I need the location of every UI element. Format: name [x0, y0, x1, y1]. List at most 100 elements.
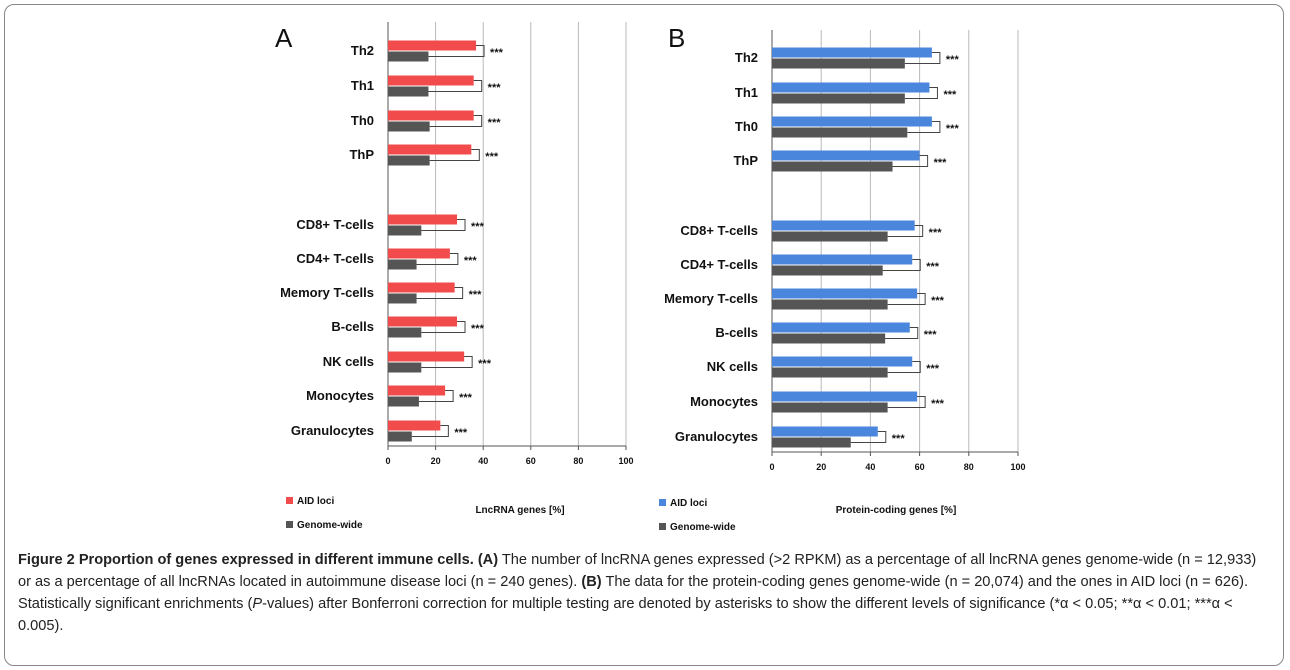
- panel-a-bar-genome-wide: [388, 121, 430, 132]
- caption-b-label: (B): [581, 574, 602, 590]
- panel-a-significance-bracket: [429, 115, 483, 127]
- panel-b-category-label: NK cells: [707, 359, 758, 374]
- panel-b-legend-label-genome-wide: Genome-wide: [670, 522, 736, 533]
- panel-b-significance-label: ***: [929, 227, 943, 239]
- panel-b-category-label: CD4+ T-cells: [680, 257, 758, 272]
- panel-b-x-tick-label: 60: [915, 462, 925, 472]
- panel-b-significance-label: ***: [892, 433, 906, 445]
- panel-a-bar-genome-wide: [388, 86, 429, 97]
- panel-b-x-tick-label: 0: [769, 462, 774, 472]
- panel-b-legend-label-aid-loci: AID loci: [670, 498, 707, 509]
- panel-b-significance-label: ***: [926, 363, 940, 375]
- panel-a-significance-bracket: [429, 149, 480, 161]
- panel-b-x-tick-label: 100: [1010, 462, 1025, 472]
- caption-a-label: (A): [477, 552, 499, 568]
- panel-a-bar-genome-wide: [388, 327, 422, 338]
- panel-a-bar-aid-loci: [388, 316, 458, 327]
- panel-a-category-label: Th0: [351, 113, 374, 128]
- panel-a-bar-genome-wide: [388, 155, 430, 166]
- panel-a-bar-genome-wide: [388, 225, 422, 236]
- caption-b-text-2: -values) after Bonferroni correction for…: [18, 596, 1233, 634]
- panel-a-x-axis-label: LncRNA genes [%]: [475, 505, 564, 516]
- panel-b-significance-label: ***: [946, 54, 960, 66]
- panel-b-significance-bracket: [892, 155, 929, 167]
- panel-a-category-label: ThP: [349, 147, 374, 162]
- panel-b-category-label: ThP: [733, 153, 758, 168]
- panel-a-significance-label: ***: [488, 117, 502, 129]
- panel-a-significance-bracket: [421, 321, 466, 333]
- panel-b-bar-genome-wide: [772, 299, 888, 310]
- panel-b-bar-genome-wide: [772, 58, 905, 69]
- panel-a-bar-aid-loci: [388, 248, 450, 259]
- panel-a-category-label: B-cells: [331, 319, 374, 334]
- panel-a-bar-aid-loci: [388, 385, 446, 396]
- panel-b-significance-bracket: [904, 52, 941, 64]
- panel-a-category-label: Memory T-cells: [280, 285, 374, 300]
- panel-b-bar-genome-wide: [772, 367, 888, 378]
- panel-a-category-label: NK cells: [323, 354, 374, 369]
- panel-b-category-label: Granulocytes: [675, 429, 758, 444]
- panel-a-bar-genome-wide: [388, 293, 417, 304]
- panel-a-category-label: CD8+ T-cells: [296, 217, 374, 232]
- panel-b-category-label: Monocytes: [690, 394, 758, 409]
- panel-b-bar-aid-loci: [772, 356, 913, 367]
- panel-b-significance-label: ***: [943, 89, 957, 101]
- panel-b-significance-label: ***: [931, 295, 945, 307]
- panel-a-legend-label-genome-wide: Genome-wide: [297, 520, 363, 531]
- panel-a-bar-aid-loci: [388, 214, 458, 225]
- panel-a-legend-swatch-genome-wide: [286, 521, 293, 528]
- panel-a-bar-aid-loci: [388, 420, 441, 431]
- panel-b-bar-aid-loci: [772, 82, 930, 93]
- panel-a-legend-swatch-aid-loci: [286, 497, 293, 504]
- panel-b-significance-label: ***: [934, 157, 948, 169]
- panel-a-x-tick-label: 80: [573, 456, 583, 466]
- caption-title: Figure 2 Proportion of genes expressed i…: [18, 552, 474, 568]
- panel-a-significance-label: ***: [464, 255, 478, 267]
- caption-a-text: The number of lncRNA genes expressed (>2…: [18, 552, 1257, 590]
- panel-a-bar-aid-loci: [388, 144, 472, 155]
- panel-a-x-tick-label: 40: [478, 456, 488, 466]
- panel-a-significance-label: ***: [478, 358, 492, 370]
- panel-b-bar-genome-wide: [772, 231, 888, 242]
- panel-a-bar-genome-wide: [388, 51, 429, 62]
- panel-a-letter: A: [275, 23, 293, 53]
- panel-b-significance-bracket: [887, 225, 924, 237]
- panel-b-bar-genome-wide: [772, 93, 905, 104]
- caption-b-text-italic: P: [252, 596, 263, 612]
- panel-a-significance-label: ***: [454, 427, 468, 439]
- panel-a-x-tick-label: 60: [526, 456, 536, 466]
- panel-b-bar-genome-wide: [772, 333, 886, 344]
- panel-b-significance-bracket: [885, 327, 919, 339]
- panel-b-letter: B: [668, 23, 685, 53]
- panel-b-bar-aid-loci: [772, 47, 932, 58]
- panel-b-category-label: B-cells: [715, 325, 758, 340]
- panel-b-significance-label: ***: [926, 261, 940, 273]
- panel-b-bar-aid-loci: [772, 288, 918, 299]
- panel-b-significance-bracket: [850, 431, 887, 443]
- caption-b-text-1: The data for the protein-coding genes ge…: [18, 574, 1248, 612]
- panel-b-significance-label: ***: [924, 329, 938, 341]
- panel-a-significance-label: ***: [469, 289, 483, 301]
- panel-b-significance-bracket: [887, 361, 921, 373]
- panel-b-significance-bracket: [887, 293, 926, 305]
- panel-b-significance-label: ***: [931, 398, 945, 410]
- panel-a-x-tick-label: 100: [618, 456, 633, 466]
- panel-b-x-axis-label: Protein-coding genes [%]: [836, 505, 957, 516]
- panel-a-bar-aid-loci: [388, 40, 477, 51]
- panel-a-bar-genome-wide: [388, 259, 417, 270]
- panel-a-bar-genome-wide: [388, 396, 419, 407]
- panel-b-category-label: Th1: [735, 85, 758, 100]
- panel-b-category-label: Th0: [735, 119, 758, 134]
- panel-a-significance-bracket: [428, 80, 483, 92]
- panel-a-x-tick-label: 0: [385, 456, 390, 466]
- panel-a-bar-aid-loci: [388, 110, 474, 121]
- panel-a-significance-bracket: [411, 425, 449, 437]
- panel-a-significance-bracket: [418, 390, 454, 402]
- panel-a-significance-bracket: [421, 219, 466, 231]
- panel-b-significance-bracket: [907, 121, 941, 133]
- panel-a-significance-bracket: [428, 45, 485, 57]
- panel-a-significance-bracket: [416, 287, 464, 299]
- panel-b-significance-bracket: [887, 396, 926, 408]
- panel-b-legend-swatch-genome-wide: [659, 523, 666, 530]
- panel-b-bar-aid-loci: [772, 322, 910, 333]
